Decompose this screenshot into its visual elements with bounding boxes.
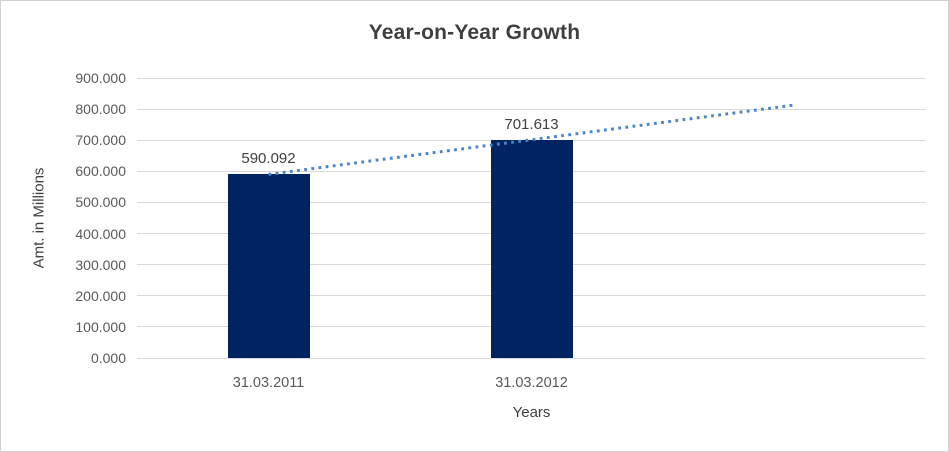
bar <box>490 139 573 358</box>
gridline <box>137 77 926 79</box>
y-tick-label: 600.000 <box>75 163 126 180</box>
gridline <box>137 357 926 359</box>
bar-data-label: 590.092 <box>241 150 296 168</box>
y-tick-label: 900.000 <box>75 70 126 86</box>
y-tick-label: 300.000 <box>75 256 126 273</box>
bar <box>227 174 310 358</box>
y-tick-label: 800.000 <box>75 101 126 118</box>
y-tick-label: 500.000 <box>75 194 126 211</box>
y-tick-label: 700.000 <box>75 132 126 149</box>
x-tick-label: 31.03.2012 <box>495 375 568 391</box>
x-tick-label: 31.03.2011 <box>232 375 305 391</box>
y-tick-label: 200.000 <box>75 287 126 304</box>
bar-data-label: 701.613 <box>504 115 559 133</box>
gridline <box>137 108 926 110</box>
y-axis-title: Amt. in Millions <box>30 167 48 269</box>
x-axis-title: Years <box>512 404 551 421</box>
y-tick-label: 100.000 <box>75 318 126 335</box>
chart-title: Year-on-Year Growth <box>368 21 581 44</box>
y-tick-label: 0.000 <box>90 350 126 366</box>
y-tick-label: 400.000 <box>75 225 126 242</box>
